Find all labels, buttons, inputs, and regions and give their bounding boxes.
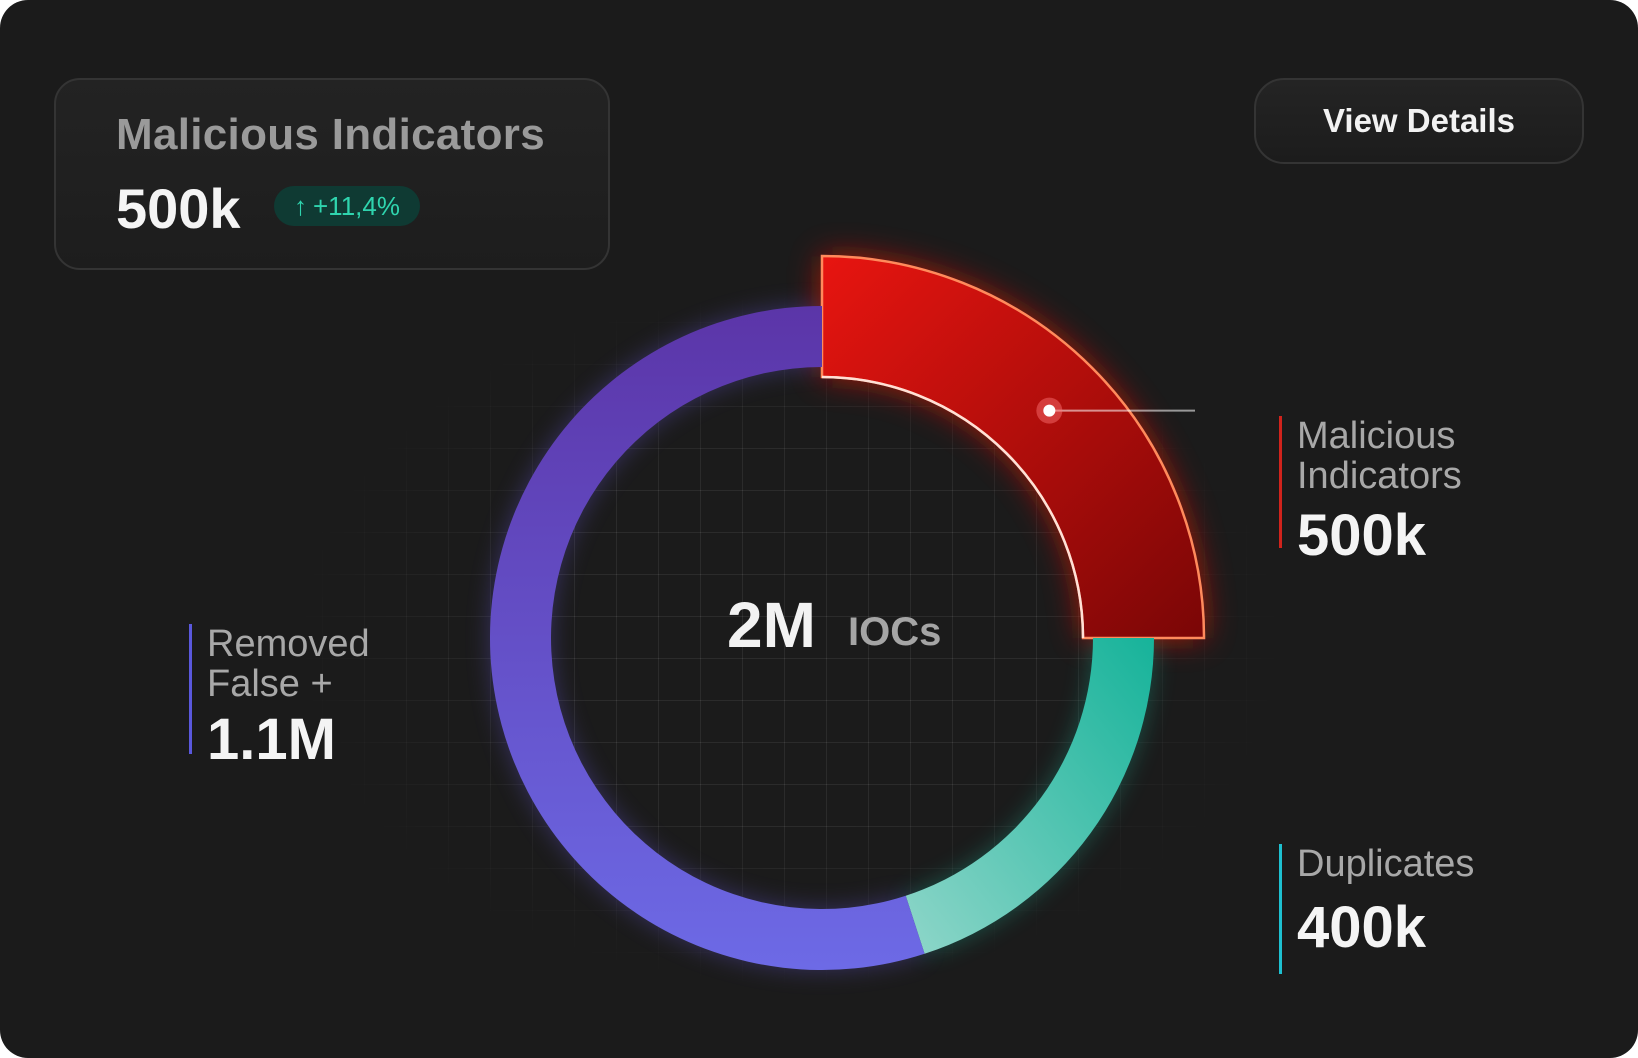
slice-removed[interactable] xyxy=(490,306,925,971)
legend-malicious-label-2: Indicators xyxy=(1297,455,1462,497)
legend-removed-bar xyxy=(189,624,192,754)
legend-removed-value: 1.1M xyxy=(207,707,336,772)
legend-malicious-label-1: Malicious xyxy=(1297,415,1456,457)
slice-malicious[interactable] xyxy=(820,254,1206,640)
arrow-up-icon: ↑ xyxy=(294,191,307,221)
legend-duplicates-bar xyxy=(1279,844,1282,974)
total-unit: IOCs xyxy=(848,610,942,654)
slice-duplicates[interactable] xyxy=(905,638,1154,954)
view-details-button[interactable]: View Details xyxy=(1254,78,1584,164)
legend-malicious-bar xyxy=(1279,416,1282,548)
marker-dot xyxy=(1043,404,1056,417)
legend-duplicates-label: Duplicates xyxy=(1297,843,1475,885)
summary-title: Malicious Indicators xyxy=(116,110,545,159)
total-value: 2M xyxy=(727,589,816,661)
change-value: +11,4% xyxy=(313,191,400,221)
legend-malicious-value: 500k xyxy=(1297,503,1427,568)
summary-panel: Malicious Indicators 500k ↑ +11,4% xyxy=(54,78,610,270)
change-badge: ↑ +11,4% xyxy=(274,186,420,226)
legend-removed-label-2: False + xyxy=(207,663,333,705)
slice-malicious-inner-edge xyxy=(821,375,1085,639)
legend-removed-label-1: Removed xyxy=(207,623,370,665)
legend-duplicates-value: 400k xyxy=(1297,895,1427,960)
summary-value: 500k xyxy=(116,177,241,240)
